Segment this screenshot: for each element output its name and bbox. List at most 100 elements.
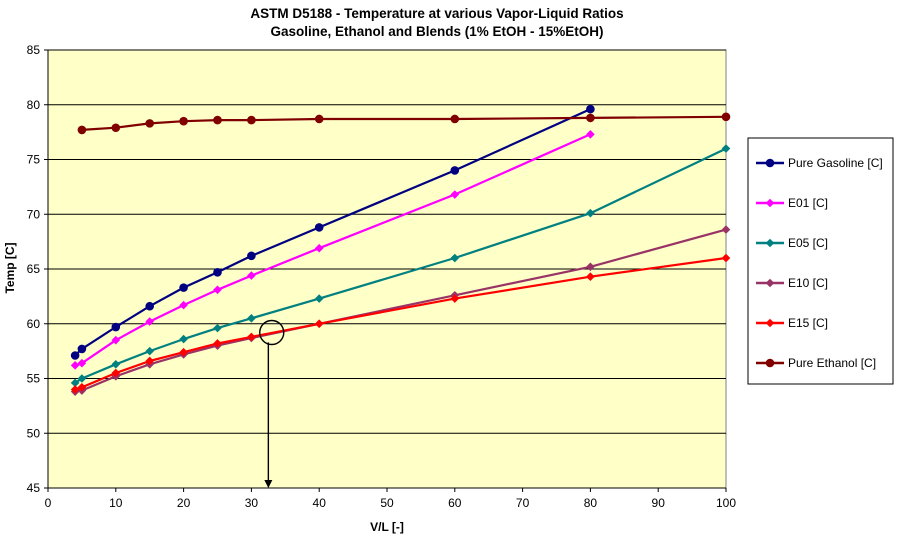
series-group xyxy=(70,104,731,396)
data-point xyxy=(179,347,188,357)
legend-swatch-marker xyxy=(765,198,775,208)
data-point xyxy=(70,351,80,360)
axes xyxy=(44,49,727,492)
legend-label: E15 [C] xyxy=(788,316,828,330)
series-line xyxy=(74,108,591,357)
y-axis-label: Temp [C] xyxy=(3,242,17,293)
y-tick-label: 70 xyxy=(27,207,41,221)
data-point xyxy=(179,116,188,126)
data-point xyxy=(721,225,731,234)
legend-swatch-marker xyxy=(765,358,775,368)
data-point xyxy=(247,115,256,125)
data-point xyxy=(586,130,595,139)
x-tick-label: 10 xyxy=(109,496,123,510)
chart-title: ASTM D5188 - Temperature at various Vapo… xyxy=(250,6,623,21)
data-point xyxy=(111,335,121,345)
legend-swatch-marker xyxy=(765,278,775,288)
series-5 xyxy=(70,253,731,394)
x-tick-label: 80 xyxy=(584,496,598,510)
data-point xyxy=(145,317,154,326)
series-3 xyxy=(70,144,731,388)
legend-label: Pure Ethanol [C] xyxy=(788,356,876,370)
data-point xyxy=(314,319,324,329)
data-point xyxy=(586,208,595,218)
legend-label: E10 [C] xyxy=(788,276,828,290)
x-tick-label: 60 xyxy=(448,496,462,510)
y-tick-label: 75 xyxy=(27,153,41,167)
data-point xyxy=(721,144,731,153)
data-point xyxy=(70,378,80,388)
legend-item: Pure Ethanol [C] xyxy=(756,356,876,370)
data-point xyxy=(314,243,324,253)
data-point xyxy=(247,332,256,342)
data-point xyxy=(179,334,188,344)
data-point xyxy=(721,112,731,122)
data-point xyxy=(213,115,222,125)
series-1 xyxy=(70,104,595,360)
tick-labels: 0 10 20 30 40 50 60 70 80 90 100 45 50 55 60 65 70 75 80 85 xyxy=(27,43,737,510)
x-tick-label: 100 xyxy=(716,496,736,510)
data-point xyxy=(247,251,256,261)
annotations xyxy=(259,319,285,488)
data-point xyxy=(450,190,460,199)
x-tick-label: 30 xyxy=(245,496,259,510)
y-tick-label: 55 xyxy=(27,372,41,386)
data-point xyxy=(586,262,595,272)
highlight-circle xyxy=(259,319,285,346)
data-point xyxy=(450,294,460,303)
series-line xyxy=(74,133,591,367)
y-tick-label: 80 xyxy=(27,98,41,112)
legend-item: E15 [C] xyxy=(756,316,828,330)
data-point xyxy=(70,385,80,394)
series-2 xyxy=(70,130,595,370)
legend-swatch-marker xyxy=(765,238,775,248)
data-point xyxy=(721,253,731,263)
data-point xyxy=(179,300,188,310)
data-point xyxy=(213,323,222,333)
data-point xyxy=(179,283,188,292)
data-point xyxy=(586,104,595,114)
data-point xyxy=(77,374,87,383)
legend-item: E05 [C] xyxy=(756,236,828,250)
data-point xyxy=(586,272,595,281)
data-point xyxy=(213,285,222,295)
data-point xyxy=(314,114,324,124)
data-point xyxy=(247,313,256,323)
x-tick-label: 50 xyxy=(380,496,394,510)
legend-label: E01 [C] xyxy=(788,196,828,210)
data-point xyxy=(145,301,154,311)
data-point xyxy=(213,339,222,348)
legend-swatch-marker xyxy=(765,318,775,328)
y-tick-label: 50 xyxy=(27,426,41,440)
chart-subtitle: Gasoline, Ethanol and Blends (1% EtOH - … xyxy=(270,24,603,39)
legend-box xyxy=(747,137,894,385)
data-point xyxy=(77,382,87,392)
data-point xyxy=(111,368,121,378)
data-point xyxy=(213,267,222,277)
legend-item: Pure Gasoline [C] xyxy=(756,156,883,170)
y-tick-label: 60 xyxy=(27,317,41,331)
x-tick-label: 70 xyxy=(516,496,530,510)
data-point xyxy=(77,358,87,368)
y-tick-label: 65 xyxy=(27,262,41,276)
legend-item: E10 [C] xyxy=(756,276,828,290)
data-point xyxy=(450,166,460,175)
data-point xyxy=(70,361,80,370)
x-axis-label: V/L [-] xyxy=(370,520,404,534)
data-point xyxy=(145,356,154,366)
series-line xyxy=(81,115,727,131)
data-point xyxy=(145,119,154,128)
arrow-head xyxy=(264,480,273,488)
data-point xyxy=(77,344,87,354)
y-tick-label: 85 xyxy=(27,43,41,57)
data-point xyxy=(586,113,595,123)
x-tick-label: 90 xyxy=(652,496,666,510)
series-6 xyxy=(77,112,731,135)
legend-item: E01 [C] xyxy=(756,196,828,210)
data-point xyxy=(314,294,324,303)
data-point xyxy=(111,123,121,133)
y-tick-label: 45 xyxy=(27,481,41,495)
data-point xyxy=(450,253,460,263)
data-point xyxy=(145,346,154,356)
